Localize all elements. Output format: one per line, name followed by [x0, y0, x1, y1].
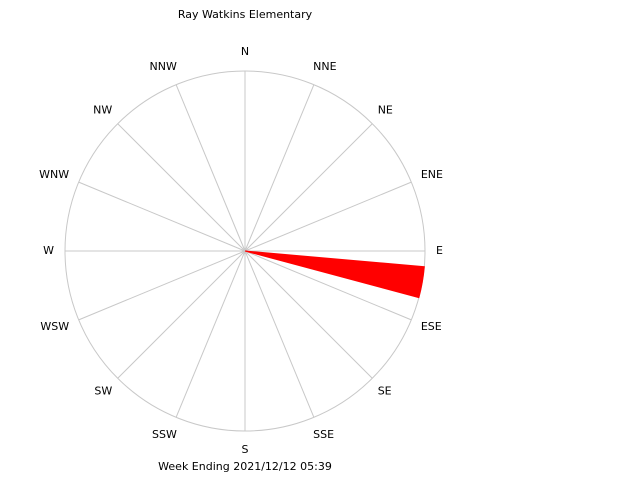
spoke — [117, 123, 246, 252]
direction-label: ESE — [421, 320, 442, 333]
direction-label: SW — [94, 385, 112, 398]
chart-title: Ray Watkins Elementary — [178, 8, 313, 21]
direction-label: E — [436, 244, 443, 257]
direction-label: SSE — [313, 428, 334, 441]
direction-label: NNW — [150, 60, 177, 73]
direction-label: WNW — [39, 168, 69, 181]
spoke — [244, 181, 412, 252]
direction-label: NE — [378, 103, 393, 116]
spoke — [244, 250, 412, 321]
direction-label: S — [242, 443, 249, 456]
spoke — [117, 250, 246, 379]
direction-label: N — [241, 45, 249, 58]
wind-wedge — [244, 250, 425, 299]
chart-footer: Week Ending 2021/12/12 05:39 — [158, 460, 332, 473]
direction-label: NNE — [313, 60, 336, 73]
spoke — [175, 84, 246, 252]
spoke — [244, 250, 315, 418]
spoke — [175, 250, 246, 418]
spoke — [244, 250, 373, 379]
direction-label: SE — [378, 385, 392, 398]
direction-label: ENE — [421, 168, 443, 181]
direction-label: WSW — [40, 320, 69, 333]
spoke — [78, 250, 246, 321]
direction-label: SSW — [152, 428, 177, 441]
direction-label: W — [43, 244, 54, 257]
spoke — [244, 84, 315, 252]
direction-label: NW — [93, 103, 112, 116]
spoke — [244, 123, 373, 252]
spoke — [78, 181, 246, 252]
